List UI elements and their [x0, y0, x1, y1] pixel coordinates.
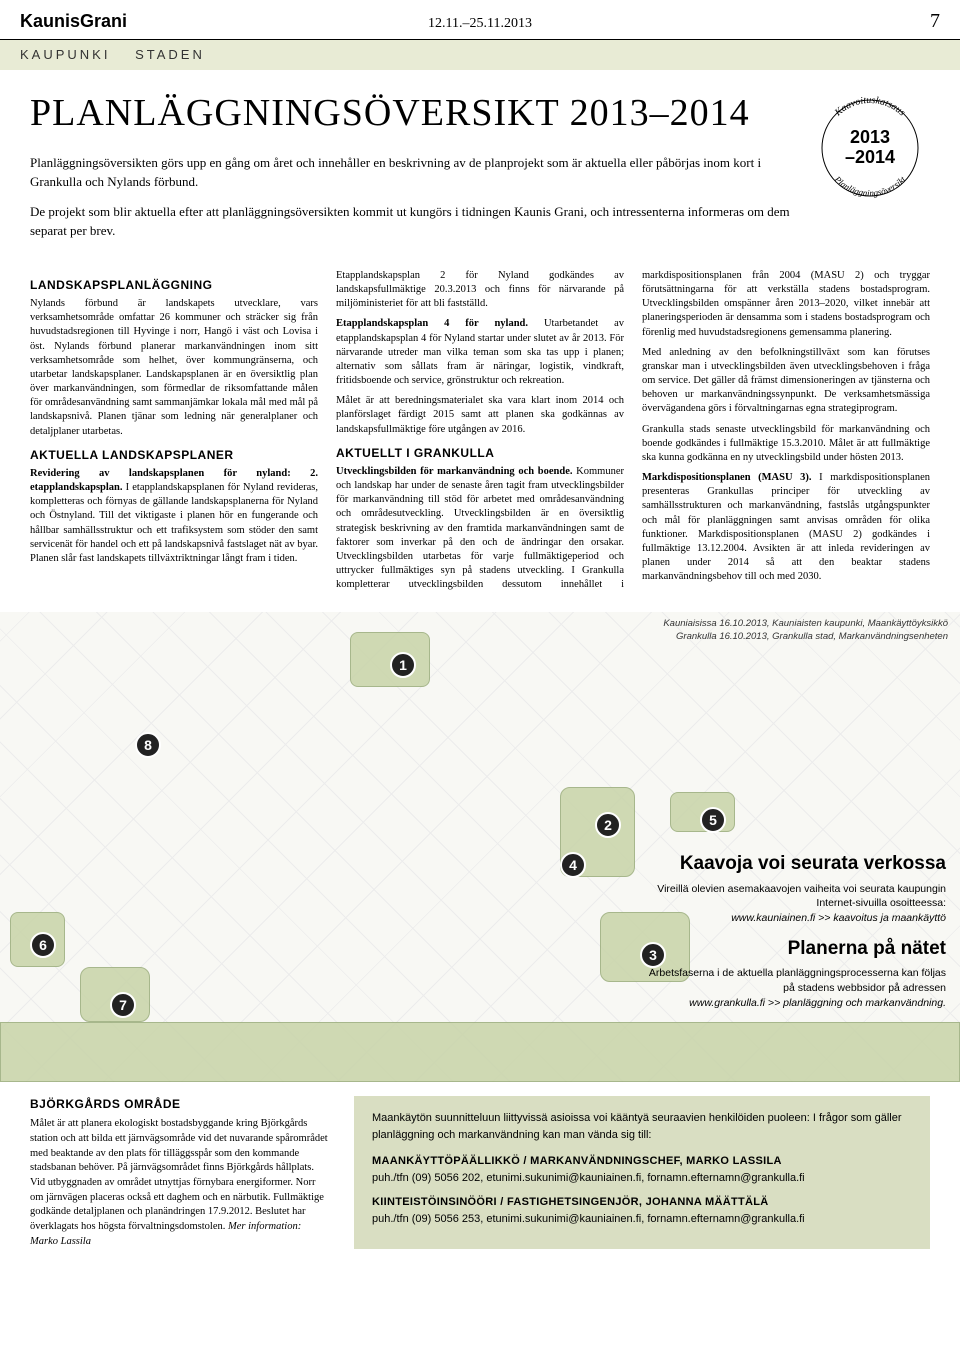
body-p4c: Grankulla stads senaste utvecklingsbild … — [642, 423, 930, 466]
body-columns: LANDSKAPSPLANLÄGGNING Nylands förbund är… — [30, 269, 930, 593]
bjorkgard-heading: BJÖRKGÅRDS OMRÅDE — [30, 1096, 330, 1113]
run-in-3: Etapplandskapsplan 4 för nyland. — [336, 318, 528, 329]
body-p2b: Etapplandskapsplan 2 för Nyland godkände… — [336, 269, 624, 312]
contact-2: KIINTEISTÖINSINÖÖRI / FASTIGHETSINGENJÖR… — [372, 1194, 912, 1227]
bjorkgard-block: BJÖRKGÅRDS OMRÅDE Målet är att planera e… — [30, 1096, 330, 1249]
svg-text:Kaavoituskatsaus: Kaavoituskatsaus — [832, 95, 907, 119]
map-infobox: Kaavoja voi seurata verkossa Vireillä ol… — [630, 841, 960, 1030]
heading-landskap: LANDSKAPSPLANLÄGGNING — [30, 277, 318, 293]
year-stamp: Kaavoituskatsaus Planläggningsöversikt 2… — [810, 88, 930, 208]
body-p4b: Med anledning av den befolkningstillväxt… — [642, 346, 930, 417]
hero-intro-2: De projekt som blir aktuella efter att p… — [30, 202, 790, 241]
contact-box: Maankäytön suunnitteluun liittyvissä asi… — [354, 1096, 930, 1249]
contact-2-line: puh./tfn (09) 5056 253, etunimi.sukunimi… — [372, 1211, 912, 1228]
run-in-5: Markdispositionsplanen (MASU 3). — [642, 472, 812, 483]
hero: PLANLÄGGNINGSÖVERSIKT 2013–2014 Planlägg… — [30, 88, 930, 251]
bjorkgard-text: Målet är att planera ekologiskt bostadsb… — [30, 1117, 330, 1249]
heading-aktuella-landskapsplaner: AKTUELLA LANDSKAPSPLANER — [30, 447, 318, 463]
infobox-link-fi[interactable]: www.kauniainen.fi >> kaavoitus ja maankä… — [644, 911, 946, 926]
stamp-top-text: Kaavoituskatsaus — [832, 95, 907, 119]
stamp-year-1: 2013 — [850, 127, 890, 147]
contact-1-line: puh./tfn (09) 5056 202, etunimi.sukunimi… — [372, 1170, 912, 1187]
contact-lead: Maankäytön suunnitteluun liittyvissä asi… — [372, 1110, 912, 1143]
section-word-sv: STADEN — [135, 47, 205, 62]
bottom-row: BJÖRKGÅRDS OMRÅDE Målet är att planera e… — [0, 1082, 960, 1269]
page-number: 7 — [633, 8, 940, 35]
section-bar: KAUPUNKI STADEN — [0, 40, 960, 70]
body-p2: Revidering av landskapsplanen för nyland… — [30, 467, 318, 566]
hero-intro-1: Planläggningsöversikten görs upp en gång… — [30, 153, 790, 192]
stamp-year-2: –2014 — [845, 147, 895, 167]
stamp-bottom-text: Planläggningsöversikt — [832, 173, 908, 198]
main-content: PLANLÄGGNINGSÖVERSIKT 2013–2014 Planlägg… — [0, 70, 960, 603]
body-p3b: Målet är att beredningsmaterialet ska va… — [336, 394, 624, 437]
infobox-link-sv[interactable]: www.grankulla.fi >> planläggning och mar… — [644, 996, 946, 1011]
map-region: Kauniaisissa 16.10.2013, Kauniaisten kau… — [0, 612, 960, 1082]
contact-1-title: MAANKÄYTTÖPÄÄLLIKKÖ / MARKANVÄNDNINGSCHE… — [372, 1153, 912, 1170]
infobox-heading-sv: Planerna på nätet — [644, 936, 946, 963]
section-word-fi: KAUPUNKI — [20, 47, 110, 62]
map-caption-fi: Kauniaisissa 16.10.2013, Kauniaisten kau… — [663, 618, 948, 631]
body-p2-text: I etapplandskapsplanen för Nyland revide… — [30, 482, 318, 564]
page-header: KaunisGrani 12.11.–25.11.2013 7 — [0, 0, 960, 40]
body-p1: Nylands förbund är landskapets utvecklar… — [30, 297, 318, 439]
body-p5-text: I markdispositionsplanen presenteras Gra… — [642, 472, 930, 582]
run-in-4: Utvecklingsbilden för markanvändning och… — [336, 466, 573, 477]
map-caption: Kauniaisissa 16.10.2013, Kauniaisten kau… — [663, 618, 948, 644]
heading-aktuellt-grankulla: AKTUELLT I GRANKULLA — [336, 445, 624, 461]
masthead: KaunisGrani — [20, 9, 327, 33]
map-caption-sv: Grankulla 16.10.2013, Grankulla stad, Ma… — [663, 631, 948, 644]
svg-text:Planläggningsöversikt: Planläggningsöversikt — [832, 173, 908, 198]
issue-date: 12.11.–25.11.2013 — [327, 15, 634, 34]
contact-1: MAANKÄYTTÖPÄÄLLIKKÖ / MARKANVÄNDNINGSCHE… — [372, 1153, 912, 1186]
contact-2-title: KIINTEISTÖINSINÖÖRI / FASTIGHETSINGENJÖR… — [372, 1194, 912, 1211]
infobox-text-fi: Vireillä olevien asemakaavojen vaiheita … — [644, 882, 946, 911]
body-p5: Markdispositionsplanen (MASU 3). I markd… — [642, 471, 930, 584]
hero-title: PLANLÄGGNINGSÖVERSIKT 2013–2014 — [30, 88, 790, 139]
infobox-heading-fi: Kaavoja voi seurata verkossa — [644, 851, 946, 878]
hero-text: PLANLÄGGNINGSÖVERSIKT 2013–2014 Planlägg… — [30, 88, 790, 251]
bjorkgard-body: Målet är att planera ekologiskt bostadsb… — [30, 1118, 328, 1232]
body-p3: Etapplandskapsplan 4 för nyland. Utarbet… — [336, 317, 624, 388]
stamp-year: 2013 –2014 — [845, 128, 895, 168]
infobox-text-sv: Arbetsfaserna i de aktuella planläggning… — [644, 966, 946, 995]
map-rail-strip — [0, 1022, 960, 1082]
